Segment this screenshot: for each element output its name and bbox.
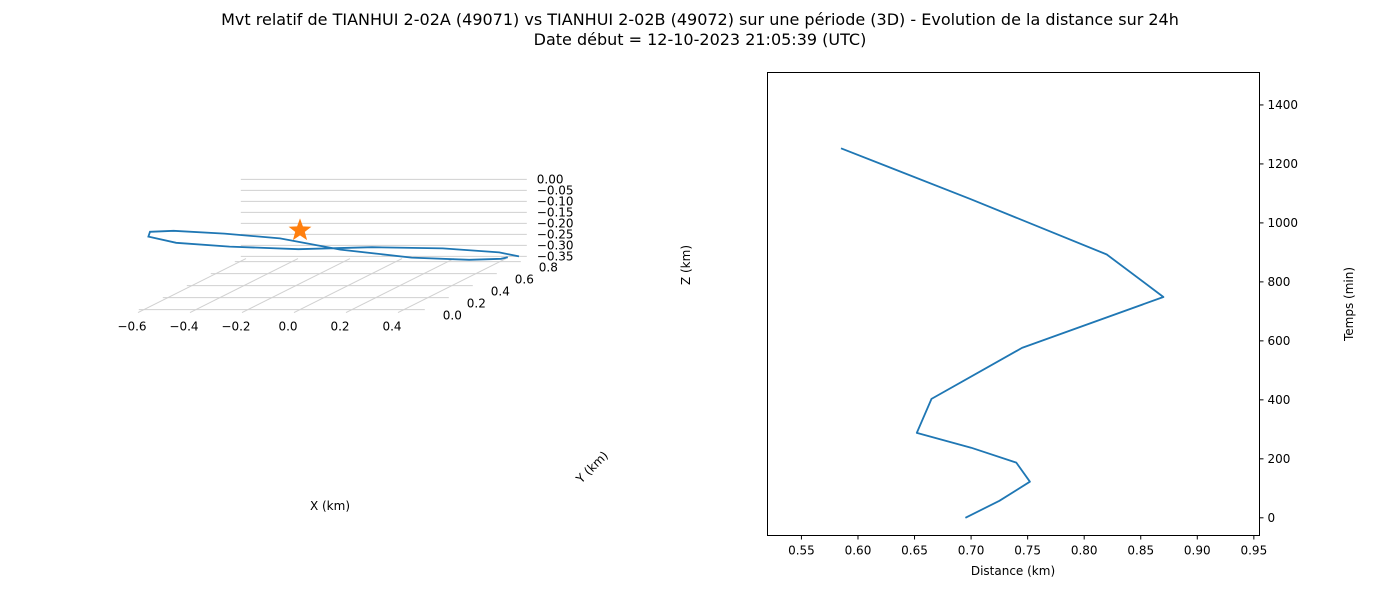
z-tick-label: −0.10	[537, 194, 574, 208]
y-tick-label: 1400	[1268, 98, 1299, 112]
z-tick-label: −0.05	[537, 183, 574, 197]
y-axis-label: Y (km)	[573, 448, 611, 486]
chart-3d-trajectory: −0.6 −0.4 −0.2 0.0 0.2 0.4 0.0 0.2 0.4 0.6 0.8 0.00…	[117, 172, 693, 513]
x-axis-label: X (km)	[310, 499, 350, 513]
plot-frame	[767, 72, 1260, 536]
x-tick-label: −0.6	[117, 320, 146, 334]
chart-distance-vs-time: 0.55 0.60 0.65 0.70 0.75 0.80 0.85 0.90 0.95 0 20…	[767, 72, 1356, 578]
y-tick-label: 800	[1268, 275, 1291, 289]
series-trajectory-line	[147, 229, 520, 261]
x-tick-label: 0.75	[1014, 544, 1041, 558]
x-tick-label: −0.2	[221, 320, 250, 334]
x-tick-label: 0.2	[330, 320, 349, 334]
z-tick-label: −0.30	[537, 238, 574, 252]
y-tick-label: 0.0	[443, 309, 462, 323]
chart-title: Mvt relatif de TIANHUI 2-02A (49071) vs …	[221, 10, 1179, 29]
y-tick-label: 0.8	[539, 261, 558, 275]
x-tick-label: 0.80	[1071, 544, 1098, 558]
series-distance-line	[840, 147, 1165, 519]
z-axis-label: Z (km)	[679, 245, 693, 285]
z-tick-label: −0.35	[537, 249, 574, 263]
x-tick-label: 0.65	[901, 544, 928, 558]
x-tick-label: 0.70	[958, 544, 985, 558]
x-tick-label: 0.4	[382, 320, 401, 334]
y-axis-label: Temps (min)	[1342, 267, 1356, 342]
y-tick-label: 1200	[1268, 157, 1299, 171]
y-tick-label: 1000	[1268, 216, 1299, 230]
x-tick-label: 0.55	[788, 544, 815, 558]
y-tick-label: 0.4	[491, 285, 510, 299]
x-axis-label: Distance (km)	[971, 564, 1055, 578]
z-tick-label: −0.25	[537, 227, 574, 241]
x-tick-label: −0.4	[169, 320, 198, 334]
y-tick-label: 600	[1268, 334, 1291, 348]
z-tick-label: 0.00	[537, 172, 564, 186]
y-tick-label: 200	[1268, 452, 1291, 466]
y-tick-label: 400	[1268, 393, 1291, 407]
z-tick-label: −0.20	[537, 216, 574, 230]
x-tick-label: 0.60	[845, 544, 872, 558]
plot-3d-axes: −0.6 −0.4 −0.2 0.0 0.2 0.4 0.0 0.2 0.4 0.6 0.8 0.00…	[117, 172, 573, 333]
x-tick-label: 0.95	[1240, 544, 1267, 558]
reference-star-marker	[288, 218, 312, 241]
y-tick-label: 0.6	[515, 273, 534, 287]
chart-subtitle: Date début = 12-10-2023 21:05:39 (UTC)	[533, 30, 867, 49]
x-tick-label: 0.85	[1127, 544, 1154, 558]
x-tick-label: 0.0	[278, 320, 297, 334]
x-tick-label: 0.90	[1184, 544, 1211, 558]
y-tick-label: 0	[1268, 511, 1276, 525]
z-tick-label: −0.15	[537, 205, 574, 219]
y-tick-label: 0.2	[467, 297, 486, 311]
